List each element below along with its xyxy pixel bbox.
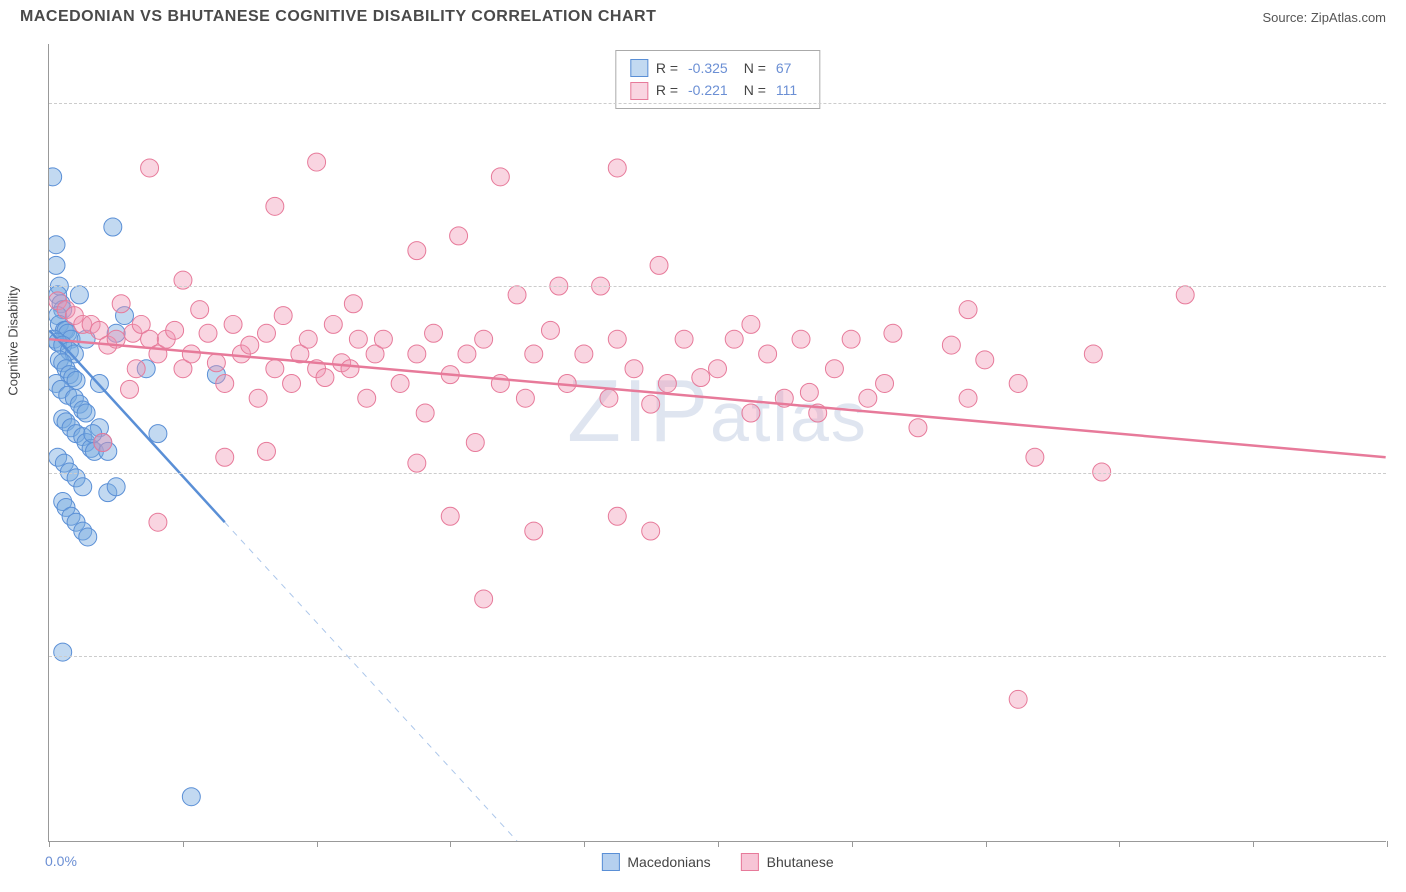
legend-row-bhutanese: R = -0.221 N = 111 bbox=[630, 79, 805, 101]
scatter-svg bbox=[49, 44, 1386, 841]
bottom-legend-label-1: Bhutanese bbox=[767, 854, 834, 870]
chart-area: Cognitive Disability ZIPatlas R = -0.325… bbox=[48, 44, 1386, 842]
legend-swatch-icon bbox=[741, 853, 759, 871]
grid-line bbox=[49, 656, 1386, 657]
bottom-legend-macedonians: Macedonians bbox=[601, 853, 710, 871]
legend-row-macedonians: R = -0.325 N = 67 bbox=[630, 57, 805, 79]
source-label: Source: ZipAtlas.com bbox=[1262, 10, 1386, 25]
watermark: ZIPatlas bbox=[567, 360, 868, 462]
x-tick bbox=[584, 841, 585, 847]
x-tick bbox=[718, 841, 719, 847]
x-tick bbox=[852, 841, 853, 847]
legend-r-value-0: -0.325 bbox=[688, 57, 728, 79]
y-axis-title: Cognitive Disability bbox=[6, 285, 21, 395]
legend-r-value-1: -0.221 bbox=[688, 79, 728, 101]
legend-swatch-icon bbox=[601, 853, 619, 871]
x-tick bbox=[1387, 841, 1388, 847]
legend-swatch-bhutanese bbox=[630, 82, 648, 100]
grid-line bbox=[49, 103, 1386, 104]
x-tick bbox=[450, 841, 451, 847]
x-axis-min-label: 0.0% bbox=[45, 853, 77, 869]
legend-swatch-macedonians bbox=[630, 59, 648, 77]
grid-line bbox=[49, 286, 1386, 287]
x-tick bbox=[1253, 841, 1254, 847]
x-tick bbox=[317, 841, 318, 847]
x-tick bbox=[986, 841, 987, 847]
grid-line bbox=[49, 473, 1386, 474]
x-tick bbox=[1119, 841, 1120, 847]
bottom-legend-label-0: Macedonians bbox=[627, 854, 710, 870]
x-tick bbox=[49, 841, 50, 847]
bottom-legend: Macedonians Bhutanese bbox=[601, 853, 833, 871]
legend-n-label: N = bbox=[744, 57, 766, 79]
legend-n-value-0: 67 bbox=[776, 57, 792, 79]
legend-n-label: N = bbox=[744, 79, 766, 101]
legend-r-label: R = bbox=[656, 79, 678, 101]
legend-n-value-1: 111 bbox=[776, 79, 797, 101]
correlation-legend: R = -0.325 N = 67 R = -0.221 N = 111 bbox=[615, 50, 820, 109]
bottom-legend-bhutanese: Bhutanese bbox=[741, 853, 834, 871]
legend-r-label: R = bbox=[656, 57, 678, 79]
x-tick bbox=[183, 841, 184, 847]
chart-title: MACEDONIAN VS BHUTANESE COGNITIVE DISABI… bbox=[20, 8, 656, 26]
